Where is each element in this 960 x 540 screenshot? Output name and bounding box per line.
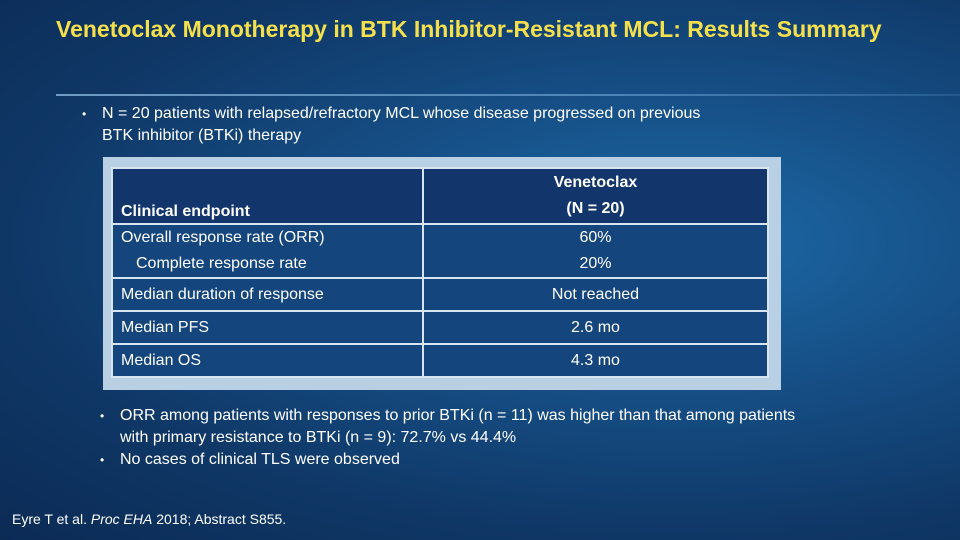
row-label-pfs: Median PFS xyxy=(111,310,424,345)
row-value: 60% 20% xyxy=(422,223,769,279)
bullet-dot-icon: • xyxy=(100,409,105,423)
result-bullet-text: ORR among patients with responses to pri… xyxy=(120,407,796,446)
row-sublabel-cr: Complete response rate xyxy=(136,255,307,272)
header-arm-n: (N = 20) xyxy=(566,200,625,217)
row-subvalue-cr: 20% xyxy=(579,255,612,272)
citation: Eyre T et al. Proc EHA 2018; Abstract S8… xyxy=(12,511,286,527)
table-row: Median PFS 2.6 mo xyxy=(111,310,769,345)
row-value-os: 4.3 mo xyxy=(422,343,769,378)
bullet-dot-icon: • xyxy=(100,453,105,467)
row-value-pfs: 2.6 mo xyxy=(422,310,769,345)
row-value-orr: 60% xyxy=(579,229,612,246)
intro-bullet: • N = 20 patients with relapsed/refracto… xyxy=(82,103,722,147)
results-table: Clinical endpoint Venetoclax (N = 20) Ov… xyxy=(111,167,769,378)
title-divider xyxy=(56,94,960,96)
table-row: Median duration of response Not reached xyxy=(111,277,769,312)
citation-authors: Eyre T et al. xyxy=(12,511,87,527)
result-bullet-text: No cases of clinical TLS were observed xyxy=(120,451,400,468)
row-label: Overall response rate (ORR) Complete res… xyxy=(111,223,424,279)
row-value-dor: Not reached xyxy=(422,277,769,312)
bullet-dot-icon: • xyxy=(82,107,87,121)
slide-title: Venetoclax Monotherapy in BTK Inhibitor-… xyxy=(56,16,882,42)
row-label-dor: Median duration of response xyxy=(111,277,424,312)
row-label-orr: Overall response rate (ORR) xyxy=(121,229,325,246)
result-bullet-tls: • No cases of clinical TLS were observed xyxy=(100,449,820,471)
table-row: Overall response rate (ORR) Complete res… xyxy=(111,223,769,279)
citation-rest: 2018; Abstract S855. xyxy=(156,511,287,527)
table-header-row: Clinical endpoint Venetoclax (N = 20) xyxy=(111,167,769,225)
header-arm: Venetoclax (N = 20) xyxy=(422,167,769,225)
header-arm-name: Venetoclax xyxy=(553,174,638,191)
intro-bullet-text: N = 20 patients with relapsed/refractory… xyxy=(102,105,701,144)
header-endpoint: Clinical endpoint xyxy=(111,167,424,225)
citation-journal: Proc EHA xyxy=(90,511,153,527)
table-row: Median OS 4.3 mo xyxy=(111,343,769,378)
result-bullet-orr: • ORR among patients with responses to p… xyxy=(100,405,820,449)
row-label-os: Median OS xyxy=(111,343,424,378)
results-table-frame: Clinical endpoint Venetoclax (N = 20) Ov… xyxy=(103,157,781,390)
